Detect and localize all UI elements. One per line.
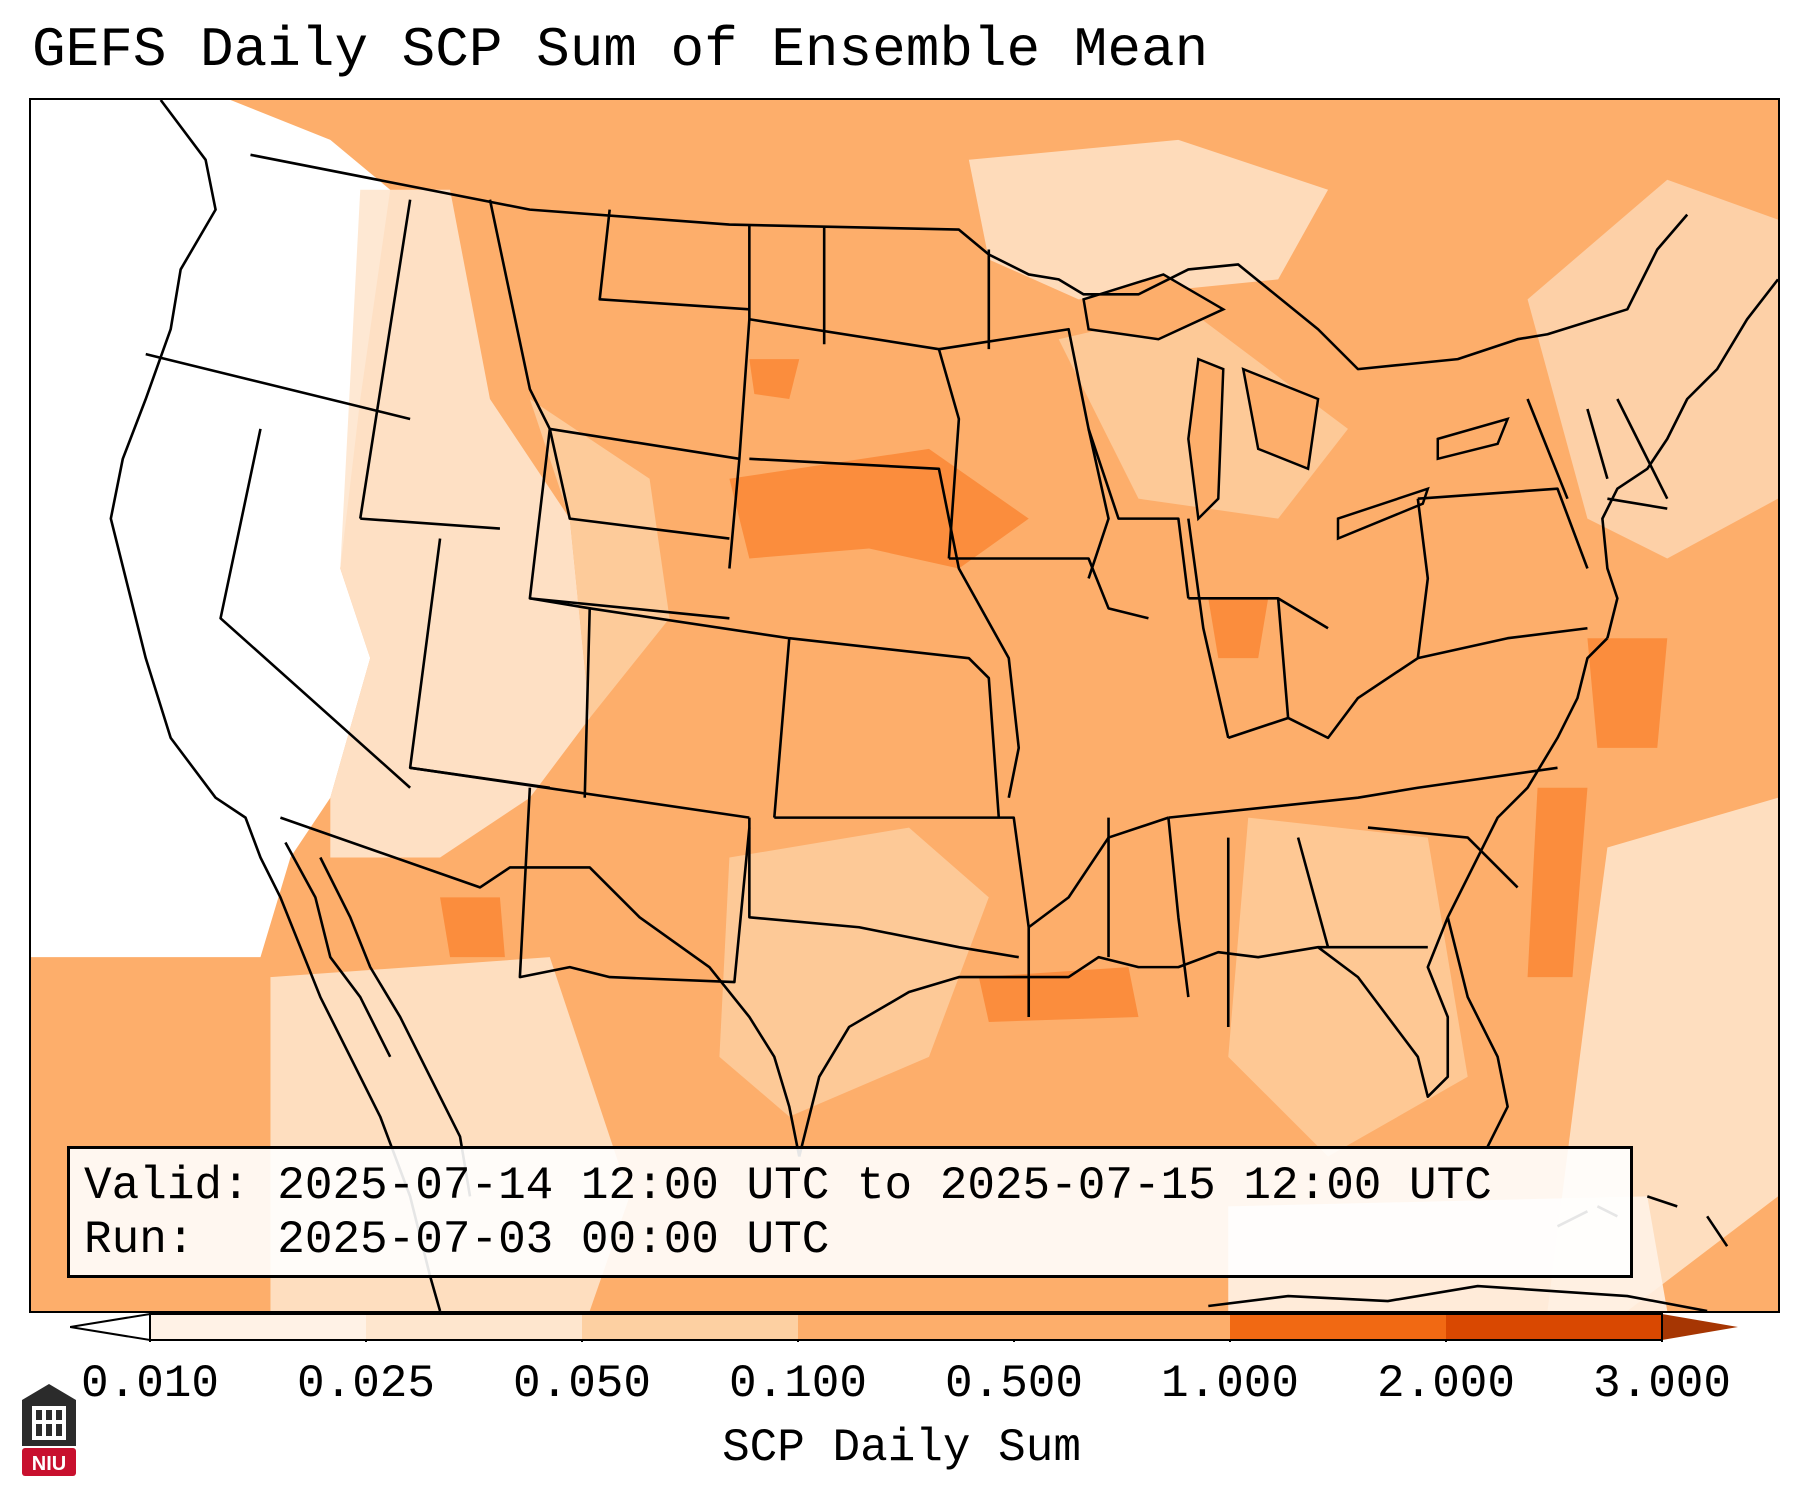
colorbar-tick-label: 1.000 [1160, 1358, 1300, 1410]
colorbar-tick-marks [149, 1340, 1663, 1342]
scp-field-northeast-light [1527, 179, 1778, 559]
scp-field-indiana-max [1208, 598, 1269, 659]
valid-time-line: Valid: 2025-07-14 12:00 UTC to 2025-07-1… [84, 1160, 1492, 1212]
colorbar-under-arrow [70, 1312, 151, 1342]
colorbar-bin-2 [366, 1314, 582, 1340]
lake-ontario [1436, 417, 1510, 461]
florida-coast [1446, 916, 1509, 1148]
east-coast [1601, 278, 1778, 639]
scp-field-southeast-light [1228, 817, 1468, 1157]
scp-field-north-light [968, 139, 1329, 300]
scp-field-mexico-max [440, 897, 505, 958]
colorbar [70, 1312, 1738, 1342]
scp-field-west-low [31, 100, 391, 958]
colorbar-tick-label: 0.025 [296, 1358, 436, 1410]
scp-field-carolina-coast-max [1587, 638, 1668, 748]
colorbar-bin-3 [582, 1314, 798, 1340]
colorbar-tick-label: 3.000 [1592, 1358, 1732, 1410]
scp-field-texas-light [719, 827, 989, 1117]
scp-field-west-peach [330, 189, 590, 858]
scp-field-atlantic-band-max [1527, 787, 1588, 978]
map-panel[interactable] [29, 98, 1780, 1313]
baja-coast [284, 841, 472, 1197]
colorbar-over-arrow [1662, 1314, 1738, 1340]
us-mexico-border [280, 816, 801, 1157]
lake-michigan [1187, 357, 1225, 522]
lake-huron [1241, 367, 1320, 471]
map-title: GEFS Daily SCP Sum of Ensemble Mean [32, 18, 1209, 82]
state-borders [109, 100, 1778, 1311]
gulf-coast [797, 637, 1609, 1157]
scp-map [31, 100, 1778, 1311]
great-lakes [1082, 273, 1510, 541]
colorbar-bin-6 [1230, 1314, 1446, 1340]
lake-erie [1336, 486, 1430, 541]
colorbar-bin-4 [798, 1314, 1014, 1340]
colorbar-tick-label: 0.010 [80, 1358, 220, 1410]
colorbar-bin-5 [1014, 1314, 1230, 1340]
scp-field-dakota-max [749, 359, 800, 400]
university-tower-icon: NIU [22, 1384, 76, 1476]
coastline-west [109, 100, 442, 1311]
colorbar-bin-7 [1446, 1314, 1662, 1340]
colorbar-tick-label: 2.000 [1376, 1358, 1516, 1410]
logo-text: NIU [32, 1453, 66, 1475]
scp-field-gulf-coast-max [978, 967, 1139, 1022]
lake-superior [1082, 273, 1226, 341]
colorbar-bin-1 [150, 1314, 366, 1340]
canada-border [250, 153, 1689, 371]
colorbar-tick-label: 0.500 [944, 1358, 1084, 1410]
valid-run-info-box: Valid: 2025-07-14 12:00 UTC to 2025-07-1… [67, 1146, 1633, 1278]
scp-field-west-light [529, 399, 670, 718]
colorbar-tick-label: 0.050 [512, 1358, 652, 1410]
colorbar-label: SCP Daily Sum [722, 1422, 1081, 1474]
run-time-line: Run: 2025-07-03 00:00 UTC [84, 1214, 830, 1266]
colorbar-tick-label: 0.100 [728, 1358, 868, 1410]
